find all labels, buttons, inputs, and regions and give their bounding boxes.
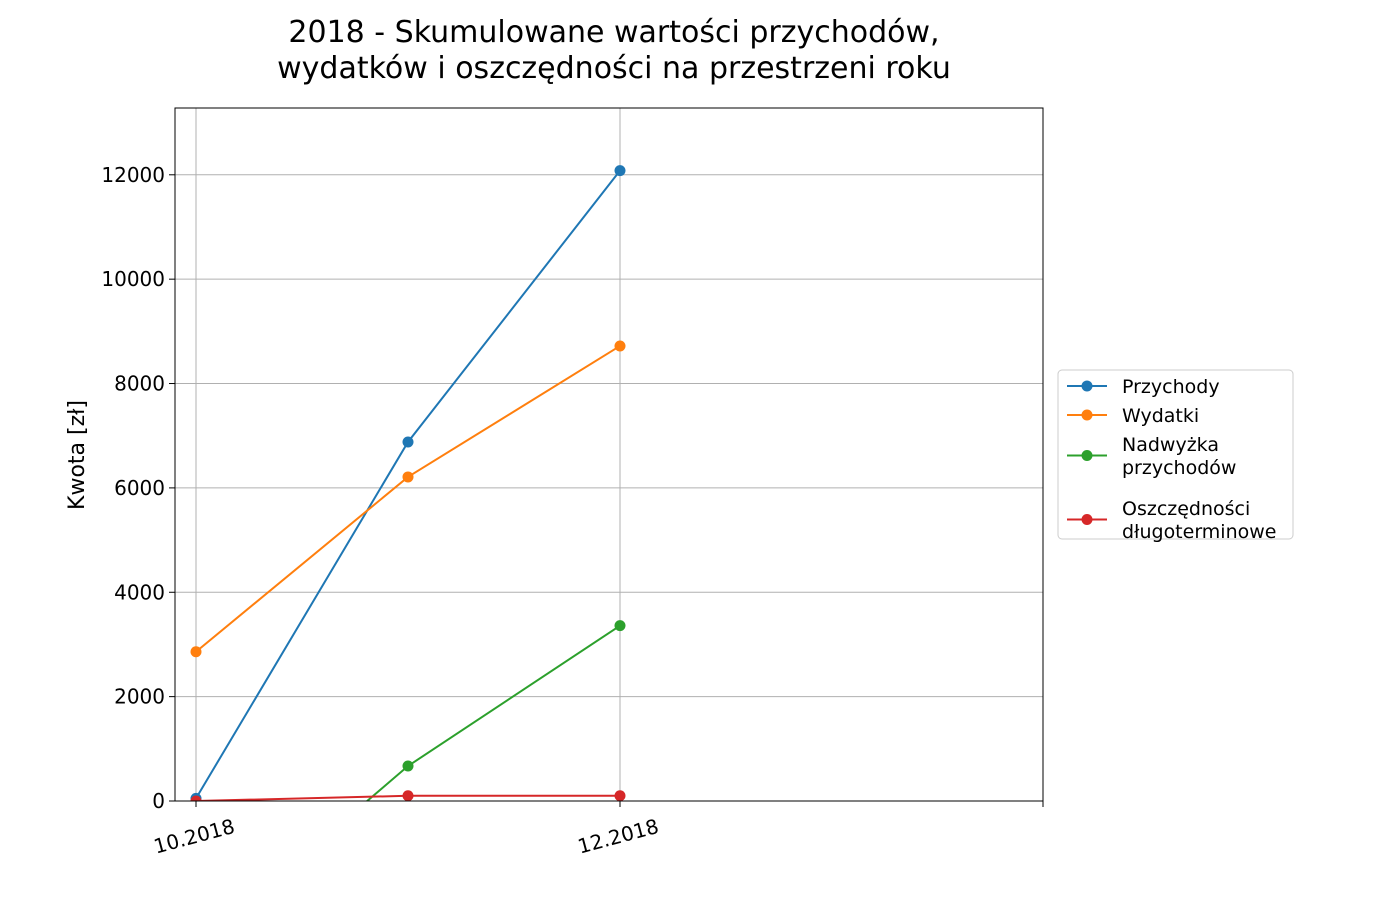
y-tick-label: 12000 bbox=[101, 163, 165, 187]
y-tick-label: 4000 bbox=[114, 580, 165, 604]
point bbox=[614, 790, 626, 801]
y-tick-label: 2000 bbox=[114, 685, 165, 709]
point bbox=[614, 340, 626, 352]
point bbox=[402, 760, 414, 772]
legend-marker bbox=[1081, 380, 1093, 392]
point bbox=[402, 436, 414, 448]
legend-label: Oszczędności długoterminowe bbox=[1122, 498, 1277, 543]
y-axis-label: Kwota [zł] bbox=[65, 400, 90, 510]
plot-lines bbox=[190, 165, 626, 801]
legend-marker bbox=[1081, 450, 1093, 461]
chart-title: 2018 - Skumulowane wartości przychodów, w… bbox=[277, 15, 951, 86]
point bbox=[190, 795, 202, 801]
plot-frame bbox=[174, 107, 1044, 802]
y-tick-label: 0 bbox=[152, 789, 165, 813]
legend-box bbox=[1057, 369, 1294, 540]
point bbox=[402, 471, 414, 483]
y-tick-label: 10000 bbox=[101, 267, 165, 291]
legend-label: Nadwyżka przychodów bbox=[1122, 434, 1236, 479]
legend-label: Przychody bbox=[1122, 376, 1220, 398]
legend-marker bbox=[1081, 514, 1093, 525]
y-tick-label: 6000 bbox=[114, 476, 165, 500]
point bbox=[402, 790, 414, 801]
point bbox=[190, 646, 202, 658]
legend: Przychody Wydatki Nadwyżka przychodów Oszczę… bbox=[1057, 369, 1294, 543]
point bbox=[614, 620, 626, 632]
y-tick-label: 8000 bbox=[114, 372, 165, 396]
point bbox=[614, 165, 626, 177]
legend-marker bbox=[1081, 409, 1093, 421]
legend-label: Wydatki bbox=[1122, 405, 1199, 427]
